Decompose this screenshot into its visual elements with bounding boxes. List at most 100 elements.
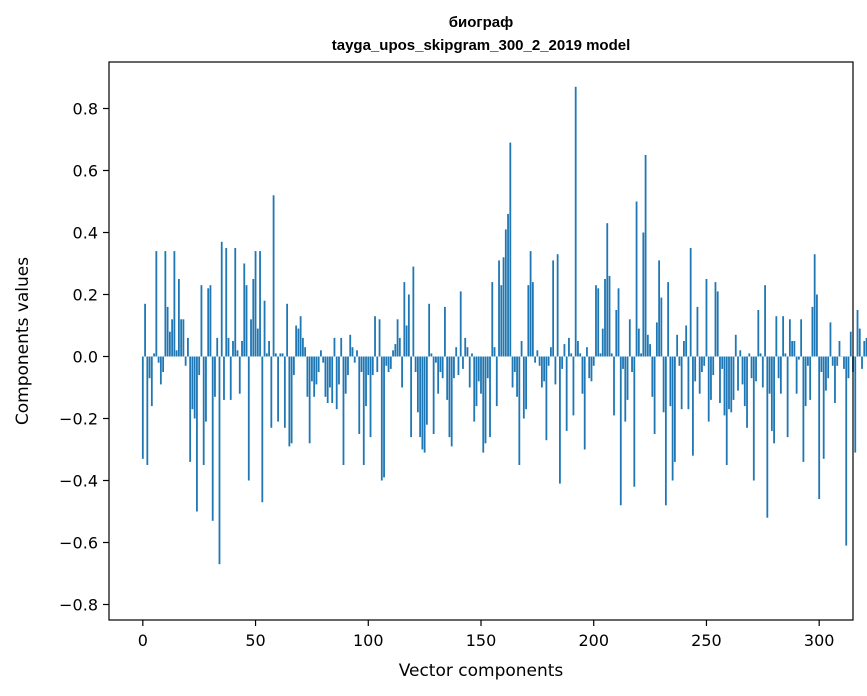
bar-component-107 xyxy=(383,356,385,478)
y-tick-label: −0.2 xyxy=(59,410,98,429)
bar-component-185 xyxy=(559,356,561,484)
bar-component-229 xyxy=(658,260,661,357)
bar-component-255 xyxy=(716,291,719,357)
x-tick-label: 250 xyxy=(691,631,722,650)
bar-component-151 xyxy=(482,356,485,453)
bar-component-270 xyxy=(750,356,753,379)
bar-component-160 xyxy=(502,257,505,357)
bar-component-63 xyxy=(283,356,286,428)
bar-component-83 xyxy=(329,356,331,388)
bar-component-79 xyxy=(320,350,322,357)
bar-component-188 xyxy=(565,356,568,431)
bar-component-26 xyxy=(200,285,203,357)
bar-component-27 xyxy=(202,356,205,465)
bar-component-301 xyxy=(820,356,823,372)
bar-component-70 xyxy=(299,316,302,357)
bar-component-102 xyxy=(371,356,374,376)
y-tick-label: −0.8 xyxy=(59,596,98,615)
bar-component-21 xyxy=(189,356,192,462)
bar-component-31 xyxy=(211,356,214,521)
bar-component-217 xyxy=(631,356,633,372)
bar-component-247 xyxy=(698,356,701,394)
bar-component-9 xyxy=(162,356,165,372)
bar-component-167 xyxy=(518,356,521,465)
bar-component-307 xyxy=(834,356,836,403)
bar-component-183 xyxy=(554,356,557,385)
bar-component-224 xyxy=(646,334,649,357)
bar-component-281 xyxy=(775,316,778,357)
bar-component-19 xyxy=(184,356,187,366)
bar-component-249 xyxy=(703,356,706,366)
bar-component-135 xyxy=(446,356,449,400)
bar-component-3 xyxy=(148,356,151,379)
bar-component-259 xyxy=(725,356,728,465)
bar-component-143 xyxy=(464,337,467,357)
bar-component-314 xyxy=(849,331,852,357)
bar-component-16 xyxy=(177,279,180,357)
bar-component-193 xyxy=(577,341,579,357)
bar-component-166 xyxy=(516,356,518,397)
bar-component-256 xyxy=(719,356,721,403)
bar-component-42 xyxy=(236,350,239,357)
bar-component-236 xyxy=(673,356,676,462)
bar-component-14 xyxy=(173,251,176,357)
bar-component-218 xyxy=(633,356,636,487)
bar-component-157 xyxy=(495,356,498,407)
bar-component-47 xyxy=(247,356,250,481)
bar-component-162 xyxy=(507,213,509,357)
bar-component-134 xyxy=(444,306,446,357)
bar-component-140 xyxy=(457,356,460,376)
x-axis-ticks: 0 50 100 150 200 250 300 xyxy=(138,620,834,650)
bar-component-109 xyxy=(387,356,390,372)
bar-component-20 xyxy=(187,337,189,357)
bar-component-174 xyxy=(534,356,537,363)
bar-component-198 xyxy=(588,356,591,379)
bar-component-172 xyxy=(529,251,532,357)
bar-component-186 xyxy=(561,356,564,369)
bar-component-55 xyxy=(265,353,268,357)
bar-component-32 xyxy=(214,356,216,397)
bar-component-221 xyxy=(640,353,642,357)
bar-component-87 xyxy=(338,356,340,385)
bar-component-219 xyxy=(635,201,638,357)
bar-component-67 xyxy=(292,356,295,376)
bar-component-85 xyxy=(333,337,336,357)
bar-component-300 xyxy=(818,356,821,500)
bar-component-276 xyxy=(764,285,766,357)
bar-component-258 xyxy=(723,356,726,416)
bar-component-103 xyxy=(374,316,376,357)
bar-component-184 xyxy=(556,254,559,357)
bar-component-223 xyxy=(644,155,647,357)
bar-component-65 xyxy=(288,356,291,447)
bar-component-305 xyxy=(829,322,832,357)
bar-component-171 xyxy=(527,285,530,357)
x-tick-label: 200 xyxy=(578,631,609,650)
bar-component-60 xyxy=(277,356,279,422)
bar-component-191 xyxy=(572,356,575,416)
bar-component-187 xyxy=(563,344,566,357)
bar-component-139 xyxy=(455,347,458,357)
bar-component-262 xyxy=(732,356,735,400)
bar-component-250 xyxy=(705,279,708,357)
plot-area-frame xyxy=(108,61,854,621)
bar-component-220 xyxy=(637,328,640,357)
bar-component-232 xyxy=(664,356,667,506)
bar-component-296 xyxy=(809,356,812,400)
bar-component-49 xyxy=(252,279,255,357)
bar-component-204 xyxy=(601,328,604,357)
bar-component-275 xyxy=(761,356,764,388)
bar-component-149 xyxy=(477,356,480,382)
bar-component-298 xyxy=(813,254,816,357)
bar-component-99 xyxy=(365,356,367,407)
bar-component-94 xyxy=(353,356,356,363)
bar-component-291 xyxy=(797,356,800,360)
bar-component-0 xyxy=(141,356,144,459)
bar-component-74 xyxy=(308,356,311,444)
bar-component-61 xyxy=(279,353,282,357)
bar-component-260 xyxy=(728,356,730,410)
bar-component-142 xyxy=(462,356,464,369)
bar-component-44 xyxy=(241,341,243,357)
bar-component-306 xyxy=(831,356,834,366)
bar-component-92 xyxy=(349,334,352,357)
chart-title-line-1: биограф xyxy=(449,14,514,31)
